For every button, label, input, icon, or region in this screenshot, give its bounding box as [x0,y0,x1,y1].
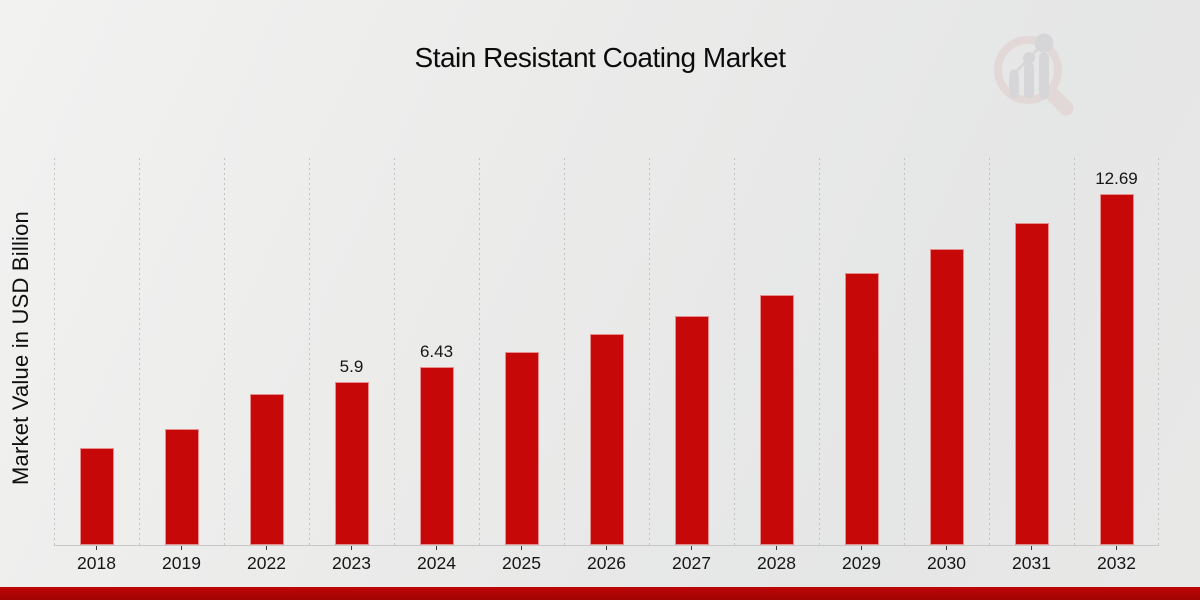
x-axis-tick [690,546,693,550]
vertical-gridline [139,158,140,545]
x-axis-tick [945,546,948,550]
x-axis-tick [180,546,183,550]
x-tick-label-2025: 2025 [502,553,541,573]
x-tick-label-2024: 2024 [417,553,456,573]
x-tick-label-2019: 2019 [162,553,201,573]
bar-2026 [589,334,624,545]
vertical-gridline [734,158,735,545]
bar-2018 [79,448,114,545]
vertical-gridline [649,158,650,545]
x-axis-tick [775,546,778,550]
x-axis-tick [435,546,438,550]
footer-red-band [0,587,1200,600]
x-axis-tick [350,546,353,550]
y-axis-label: Market Value in USD Billion [8,210,33,485]
x-axis-tick [605,546,608,550]
x-axis-tick [95,546,98,550]
x-tick-label-2029: 2029 [842,553,881,573]
value-label-2023: 5.9 [339,356,364,376]
bar-2023 [334,381,369,545]
bar-2029 [844,273,879,545]
y-axis-label-container: Market Value in USD Billion [4,165,38,530]
vertical-gridline [819,158,820,545]
x-tick-label-2027: 2027 [672,553,711,573]
vertical-gridline [479,158,480,545]
x-axis-tick [860,546,863,550]
x-axis-line [54,545,1159,546]
plot-area: 2018 2019 2022 5.9 2023 6.43 2024 2025 2026 2027 2… [54,158,1159,573]
bar-2028 [759,295,794,545]
x-tick-label-2018: 2018 [77,553,116,573]
vertical-gridline [309,158,310,545]
x-tick-label-2023: 2023 [332,553,371,573]
bar-2027 [674,315,709,545]
bar-2030 [929,248,964,545]
x-tick-label-2031: 2031 [1012,553,1051,573]
x-tick-label-2030: 2030 [927,553,966,573]
vertical-gridline [564,158,565,545]
bar-2024 [419,367,454,545]
vertical-gridline [394,158,395,545]
x-axis-tick [520,546,523,550]
x-axis-tick [1030,546,1033,550]
x-tick-label-2026: 2026 [587,553,626,573]
chart-title: Stain Resistant Coating Market [414,42,786,73]
vertical-gridline [989,158,990,545]
bar-2019 [164,428,199,545]
x-tick-label-2032: 2032 [1097,553,1136,573]
value-label-2032: 12.69 [1095,169,1138,189]
bar-2025 [504,351,539,545]
bar-2031 [1014,222,1049,545]
bar-2032 [1099,194,1134,545]
x-tick-label-2022: 2022 [247,553,286,573]
value-label-2024: 6.43 [419,342,454,362]
bar-2022 [249,394,284,545]
vertical-gridline [54,158,55,545]
x-axis-tick [265,546,268,550]
vertical-gridline [224,158,225,545]
x-axis-tick [1115,546,1118,550]
magnifier-bar-chart-logo-icon [994,33,1074,116]
vertical-gridline [1158,158,1159,545]
x-tick-label-2028: 2028 [757,553,796,573]
vertical-gridline [1074,158,1075,545]
vertical-gridline [904,158,905,545]
